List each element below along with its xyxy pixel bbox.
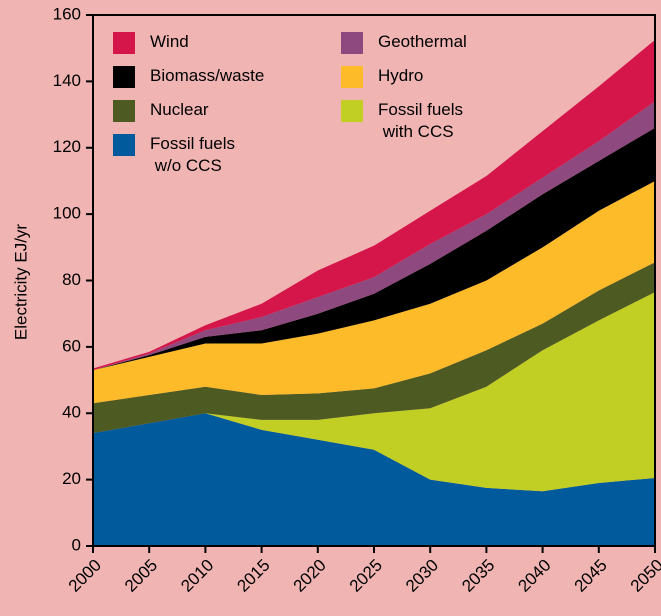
- legend-label: Wind: [150, 32, 189, 51]
- y-tick-label: 120: [53, 137, 81, 156]
- legend-swatch: [341, 32, 363, 54]
- y-tick-label: 80: [62, 270, 81, 289]
- legend-label: Fossil fuels with CCS: [378, 100, 463, 141]
- legend-swatch: [341, 100, 363, 122]
- legend-label: Geothermal: [378, 32, 467, 51]
- legend-label: Hydro: [378, 66, 423, 85]
- legend-label: Biomass/waste: [150, 66, 264, 85]
- legend-swatch: [113, 32, 135, 54]
- y-tick-label: 60: [62, 336, 81, 355]
- y-tick-label: 140: [53, 71, 81, 90]
- legend-swatch: [341, 66, 363, 88]
- y-tick-label: 160: [53, 4, 81, 23]
- y-tick-label: 20: [62, 469, 81, 488]
- area: [93, 180, 655, 404]
- area: [93, 262, 655, 434]
- legend-label: Fossil fuels w/o CCS: [150, 134, 235, 175]
- legend-swatch: [113, 134, 135, 156]
- legend-swatch: [113, 100, 135, 122]
- area: [93, 413, 655, 546]
- legend-swatch: [113, 66, 135, 88]
- y-tick-label: 40: [62, 403, 81, 422]
- y-tick-label: 100: [53, 204, 81, 223]
- area: [93, 292, 655, 492]
- legend-label: Nuclear: [150, 100, 209, 119]
- y-axis-label: Electricity EJ/yr: [11, 224, 30, 341]
- y-tick-label: 0: [72, 535, 81, 554]
